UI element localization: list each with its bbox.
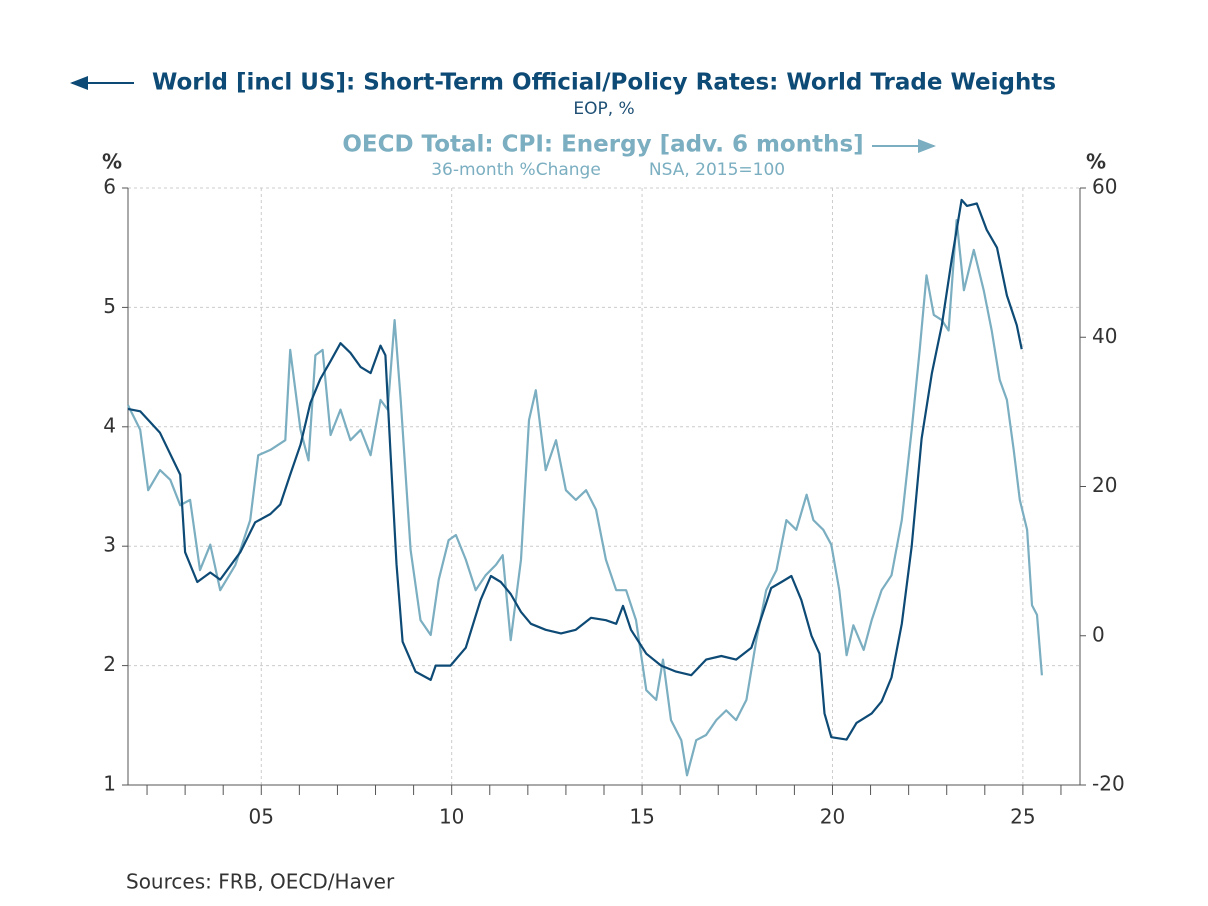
y2-tick-label: 60 — [1092, 175, 1117, 199]
y-tick-label: 6 — [103, 175, 116, 199]
y2-tick-label: -20 — [1092, 772, 1125, 796]
series-units: EOP, % — [573, 99, 634, 119]
series-line — [127, 198, 1023, 741]
y2-tick-label: 0 — [1092, 622, 1105, 646]
y-tick-label: 5 — [103, 294, 116, 318]
x-tick-label: 10 — [439, 805, 464, 829]
x-tick-label: 05 — [249, 805, 274, 829]
y2-tick-label: 20 — [1092, 473, 1117, 497]
legend-arrow-head — [70, 76, 88, 90]
series-units: NSA, 2015=100 — [649, 160, 785, 180]
legend-arrow-head — [918, 139, 936, 153]
y2-tick-label: 40 — [1092, 324, 1117, 348]
series-title: OECD Total: CPI: Energy [adv. 6 months] — [342, 132, 863, 158]
y-tick-label: 2 — [103, 652, 116, 676]
y2-axis-label: % — [1086, 150, 1106, 174]
y-tick-label: 1 — [103, 772, 116, 796]
series-line — [127, 219, 1043, 777]
series-units: 36-month %Change — [431, 160, 601, 180]
x-tick-label: 15 — [629, 805, 654, 829]
y-axis-label: % — [102, 150, 122, 174]
series-title: World [incl US]: Short-Term Official/Pol… — [152, 70, 1056, 96]
source: Sources: FRB, OECD/Haver — [126, 870, 395, 894]
y-tick-label: 3 — [103, 533, 116, 557]
x-tick-label: 25 — [1010, 805, 1035, 829]
x-tick-label: 20 — [820, 805, 845, 829]
y-tick-label: 4 — [103, 413, 116, 437]
